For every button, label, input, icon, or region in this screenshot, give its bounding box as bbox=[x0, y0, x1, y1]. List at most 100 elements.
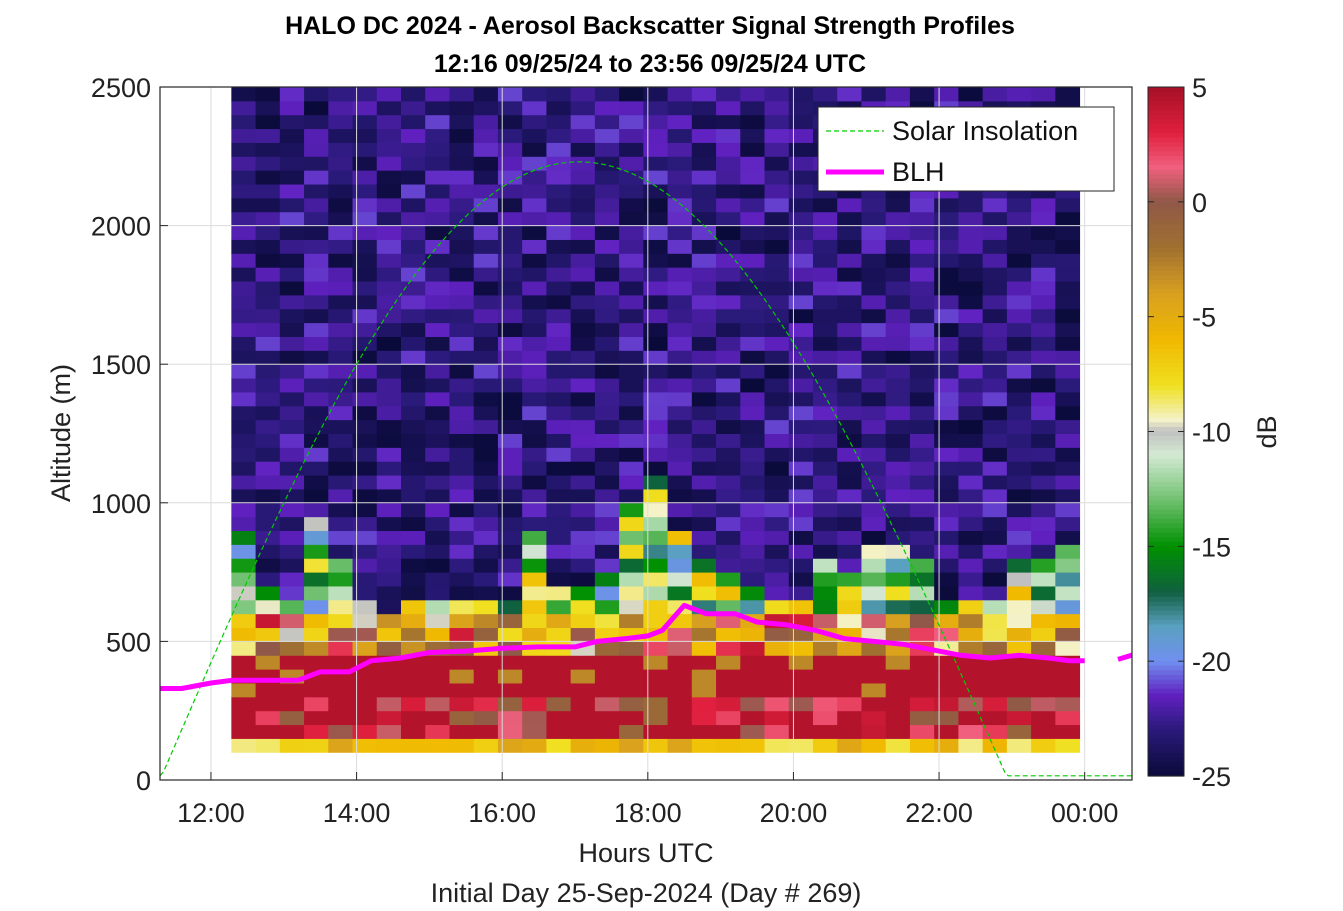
heatmap-cell bbox=[764, 308, 790, 324]
heatmap-cell bbox=[837, 544, 862, 559]
heatmap-cell bbox=[764, 655, 790, 670]
heatmap-cell bbox=[1055, 447, 1081, 462]
heatmap-cell bbox=[837, 308, 862, 324]
heatmap-cell bbox=[304, 461, 329, 476]
heatmap-cell bbox=[1006, 724, 1032, 739]
heatmap-cell bbox=[861, 308, 887, 324]
heatmap-cell bbox=[497, 294, 523, 310]
heatmap-cell bbox=[473, 364, 499, 379]
heatmap-cell bbox=[982, 669, 1008, 684]
heatmap-cell bbox=[328, 239, 354, 254]
heatmap-cell bbox=[788, 322, 814, 337]
heatmap-cell bbox=[788, 641, 814, 656]
heatmap-cell bbox=[909, 350, 935, 365]
heatmap-cell bbox=[255, 475, 281, 490]
heatmap-cell bbox=[667, 669, 693, 684]
heatmap-cell bbox=[425, 558, 450, 573]
heatmap-cell bbox=[328, 267, 354, 282]
heatmap-cell bbox=[425, 627, 450, 642]
heatmap-cell bbox=[376, 530, 402, 545]
heatmap-cell bbox=[473, 613, 499, 629]
heatmap-cell bbox=[837, 572, 862, 587]
heatmap-cell bbox=[982, 239, 1008, 254]
heatmap-cell bbox=[1055, 322, 1081, 337]
heatmap-cell bbox=[1055, 405, 1081, 421]
heatmap-cell bbox=[716, 170, 741, 185]
heatmap-cell bbox=[304, 585, 329, 601]
colorbar-cell bbox=[1148, 247, 1184, 253]
heatmap-cell bbox=[982, 336, 1008, 351]
heatmap-cell bbox=[352, 669, 378, 684]
heatmap-cell bbox=[958, 350, 984, 365]
heatmap-cell bbox=[401, 364, 426, 379]
heatmap-cell bbox=[473, 572, 499, 587]
heatmap-cell bbox=[812, 294, 838, 310]
heatmap-cell bbox=[352, 253, 378, 268]
heatmap-cell bbox=[1031, 613, 1056, 629]
heatmap-cell bbox=[255, 100, 281, 116]
heatmap-cell bbox=[764, 267, 790, 282]
heatmap-cell bbox=[909, 461, 935, 476]
heatmap-cell bbox=[619, 433, 644, 448]
heatmap-cell bbox=[788, 294, 814, 310]
heatmap-cell bbox=[1031, 308, 1056, 324]
heatmap-cell bbox=[764, 225, 790, 240]
heatmap-cell bbox=[522, 530, 547, 545]
heatmap-cell bbox=[619, 267, 644, 282]
heatmap-cell bbox=[1055, 696, 1081, 712]
heatmap-cell bbox=[546, 655, 572, 670]
heatmap-cell bbox=[546, 350, 572, 365]
heatmap-cell bbox=[837, 585, 862, 601]
heatmap-cell bbox=[667, 364, 693, 379]
heatmap-cell bbox=[861, 267, 887, 282]
heatmap-cell bbox=[1055, 599, 1081, 615]
heatmap-cell bbox=[279, 738, 305, 753]
heatmap-cell bbox=[376, 461, 402, 476]
heatmap-cell bbox=[473, 350, 499, 365]
heatmap-cell bbox=[425, 488, 450, 504]
colorbar-cell bbox=[1148, 454, 1184, 460]
gridlines bbox=[160, 87, 1132, 780]
heatmap-cell bbox=[958, 710, 984, 726]
heatmap-cell bbox=[934, 391, 959, 407]
heatmap-cell bbox=[812, 461, 838, 476]
heatmap-cell bbox=[764, 488, 790, 504]
heatmap-cell bbox=[837, 433, 862, 448]
heatmap-cell bbox=[376, 447, 402, 462]
heatmap-cell bbox=[716, 682, 741, 698]
heatmap-cell bbox=[352, 627, 378, 642]
heatmap-cell bbox=[304, 128, 329, 143]
heatmap-cell bbox=[958, 475, 984, 490]
colorbar-cell bbox=[1148, 449, 1184, 456]
heatmap-cell bbox=[449, 211, 475, 227]
heatmap-cell bbox=[255, 502, 281, 518]
heatmap-cell bbox=[1031, 281, 1056, 296]
heatmap-cell bbox=[861, 197, 887, 213]
heatmap-cell bbox=[1055, 87, 1081, 102]
heatmap-cell bbox=[425, 128, 450, 143]
y-tick-label: 1500 bbox=[91, 350, 151, 380]
heatmap-cell bbox=[1055, 613, 1081, 629]
heatmap-cell bbox=[376, 475, 402, 490]
heatmap-cell bbox=[546, 696, 572, 712]
heatmap-cell bbox=[255, 87, 281, 102]
heatmap-cell bbox=[788, 87, 814, 102]
heatmap-cell bbox=[788, 350, 814, 365]
heatmap-cell bbox=[376, 142, 402, 157]
heatmap-cell bbox=[304, 558, 329, 573]
heatmap-cell bbox=[401, 447, 426, 462]
heatmap-cell bbox=[401, 87, 426, 102]
heatmap-cell bbox=[885, 738, 911, 753]
colorbar-tick-label: -25 bbox=[1192, 762, 1231, 792]
heatmap-cell bbox=[861, 627, 887, 642]
heatmap-cell bbox=[1055, 738, 1081, 753]
heatmap-cell bbox=[425, 738, 450, 753]
colorbar-cell bbox=[1148, 560, 1184, 566]
colorbar-cell bbox=[1148, 615, 1184, 621]
heatmap-cell bbox=[788, 197, 814, 213]
colorbar-cell bbox=[1148, 380, 1184, 387]
solar-insolation-line bbox=[160, 161, 1132, 777]
colorbar-cell bbox=[1148, 146, 1184, 152]
heatmap-cell bbox=[497, 281, 523, 296]
